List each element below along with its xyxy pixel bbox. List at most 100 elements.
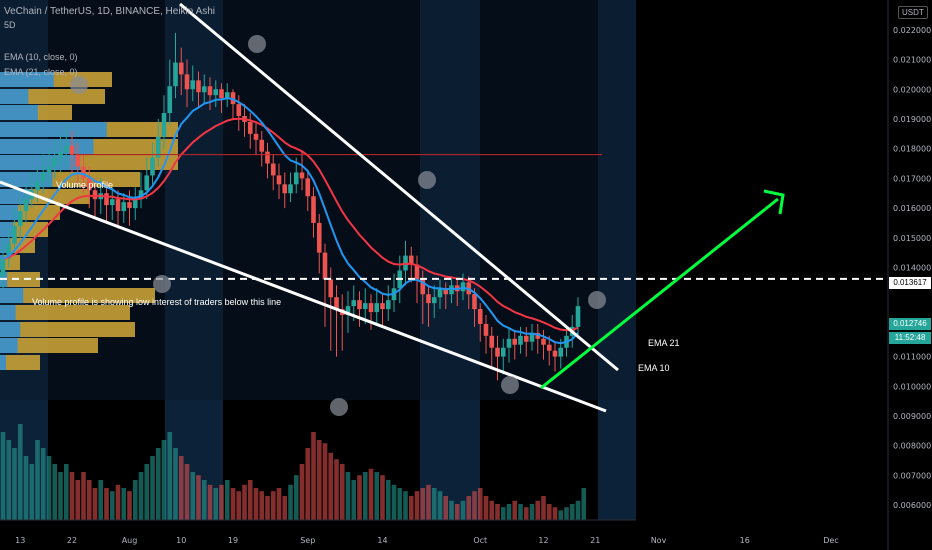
candle-body — [489, 335, 495, 348]
marker-circle — [418, 171, 436, 189]
candle-body — [265, 151, 270, 164]
volume-bar — [127, 491, 132, 520]
volume-bar — [523, 507, 529, 520]
candle-body — [35, 181, 40, 191]
volume-profile-row — [0, 355, 40, 370]
candle-body — [546, 344, 552, 351]
volume-bar — [391, 484, 397, 520]
volume-bar — [161, 440, 167, 520]
volume-bar — [420, 488, 426, 520]
candle-body — [518, 335, 523, 345]
candle-body — [374, 303, 380, 313]
volume-bar — [121, 488, 127, 520]
candle-body — [316, 222, 322, 253]
candle-body — [288, 184, 293, 194]
candle-body — [253, 133, 259, 140]
volume-bar — [374, 472, 380, 520]
candle-body — [541, 338, 546, 345]
candle-body — [161, 113, 167, 137]
y-tick-label: 0.021000 — [893, 56, 931, 65]
y-tick-label: 0.010000 — [893, 382, 931, 391]
y-tick-label: 0.015000 — [893, 234, 931, 243]
y-tick-label: 0.022000 — [893, 26, 931, 35]
y-tick-label: 0.018000 — [893, 145, 931, 154]
volume-bar — [334, 459, 339, 520]
y-tick-label: 0.009000 — [893, 412, 931, 421]
y-tick-label: 0.017000 — [893, 174, 931, 183]
volume-bar — [265, 496, 270, 520]
candle-body — [512, 338, 518, 345]
volume-profile-row-blue — [0, 355, 6, 370]
candle-body — [132, 199, 138, 209]
marker-circle — [501, 376, 519, 394]
volume-bar — [541, 496, 546, 520]
volume-profile-row — [0, 305, 130, 320]
volume-bar — [512, 500, 518, 520]
volume-bar — [184, 464, 190, 520]
candle-body — [437, 288, 443, 298]
volume-bar — [253, 488, 259, 520]
y-tick-label: 0.016000 — [893, 204, 931, 213]
candle-body — [495, 347, 500, 357]
volume-bar — [518, 504, 523, 520]
volume-bar — [92, 488, 98, 520]
candle-body — [12, 225, 17, 244]
ema21-legend[interactable]: EMA (21, close, 0) — [4, 67, 78, 77]
candle-body — [6, 243, 12, 259]
candle-body — [420, 279, 426, 295]
candle-body — [351, 300, 357, 307]
lower-trend-line — [0, 180, 607, 413]
volume-profile-row — [0, 338, 98, 353]
volume-bar — [380, 475, 385, 520]
candle-body — [282, 184, 288, 194]
y-tick-label: 0.020000 — [893, 85, 931, 94]
volume-bar — [328, 452, 334, 520]
candle-body — [380, 303, 385, 310]
volume-bar — [201, 480, 207, 520]
candle-body — [63, 145, 69, 152]
candle-body — [75, 154, 81, 167]
volume-bar — [288, 484, 293, 520]
candle-body — [535, 332, 541, 339]
y-tick-label: 0.008000 — [893, 442, 931, 451]
volume-bar — [98, 480, 104, 520]
volume-bar — [472, 491, 477, 520]
volume-bar — [569, 504, 575, 520]
volume-bar — [311, 432, 316, 520]
candle-body — [58, 151, 63, 158]
volume-bar — [529, 504, 535, 520]
candle-body — [477, 309, 483, 324]
volume-bar — [178, 456, 184, 520]
volume-bar — [437, 491, 443, 520]
volume-bar — [173, 448, 178, 520]
currency-badge[interactable]: USDT — [898, 6, 928, 19]
volume-bar — [155, 448, 161, 520]
x-tick-label: 22 — [67, 536, 77, 545]
ema10-legend[interactable]: EMA (10, close, 0) — [4, 52, 78, 62]
volume-bar — [196, 475, 201, 520]
x-tick-label: 13 — [15, 536, 25, 545]
candle-body — [0, 258, 6, 277]
volume-bar — [575, 500, 581, 520]
y-axis[interactable]: 0.022000 0.021000 0.020000 0.019000 0.018000… — [887, 0, 932, 550]
ema21-label: EMA 21 — [648, 338, 680, 348]
x-axis[interactable]: 13 22 Aug 10 19 Sep 14 Oct 12 21 Nov 16 Dec — [15, 536, 839, 545]
volume-bar — [213, 488, 219, 520]
volume-bar — [46, 456, 52, 520]
candle-body — [385, 300, 391, 310]
marker-circle — [330, 398, 348, 416]
candle-body — [178, 62, 184, 75]
volume-bar — [385, 480, 391, 520]
volume-bar — [339, 464, 345, 520]
x-tick-label: 12 — [538, 536, 548, 545]
marker-circle — [248, 35, 266, 53]
x-tick-label: 16 — [740, 536, 750, 545]
volume-bar — [207, 484, 213, 520]
candle-body — [127, 202, 132, 209]
candle-body — [104, 193, 109, 206]
volume-bar — [558, 510, 564, 520]
volume-bar — [236, 491, 242, 520]
drawings — [0, 2, 888, 521]
volume-bar — [535, 500, 541, 520]
